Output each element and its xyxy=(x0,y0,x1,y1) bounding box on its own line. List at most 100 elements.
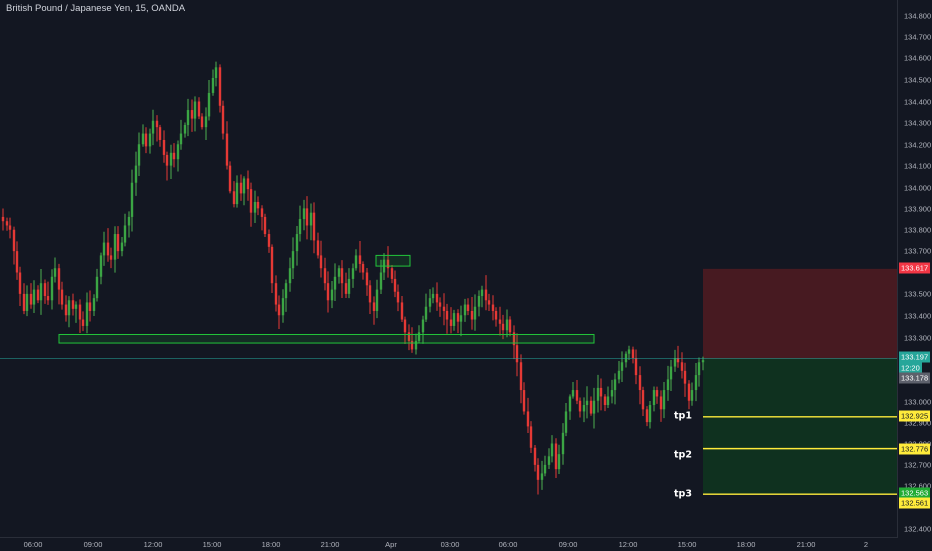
candle-body xyxy=(340,268,344,284)
candle-body xyxy=(239,182,243,194)
candle-body xyxy=(522,390,526,412)
candle-body xyxy=(606,396,610,406)
candlestick-chart[interactable] xyxy=(0,0,897,537)
candle-body xyxy=(71,300,75,309)
symbol-title: British Pound / Japanese Yen, 15, OANDA xyxy=(6,3,186,14)
countdown-label: 12:20 xyxy=(899,362,922,374)
candle-body xyxy=(214,67,218,78)
candle-body xyxy=(372,302,376,311)
candle-body xyxy=(225,133,229,166)
candle-body xyxy=(648,405,652,423)
candle-body xyxy=(260,208,264,217)
candle-body xyxy=(256,201,260,209)
candle-body xyxy=(697,362,701,376)
candle-body xyxy=(295,234,299,252)
time-tick: 2 xyxy=(863,540,869,549)
candle-body xyxy=(512,332,516,346)
time-tick: 21:00 xyxy=(796,540,816,549)
candle-body xyxy=(183,125,187,134)
candle-body xyxy=(414,340,418,350)
candle-body xyxy=(613,379,617,391)
candles xyxy=(1,61,705,495)
time-tick: 18:00 xyxy=(736,540,756,549)
candle-body xyxy=(151,120,155,134)
candle-body xyxy=(120,242,124,252)
price-tick: 132.700 xyxy=(904,460,932,470)
time-axis[interactable]: 06:00 09:00 12:00 15:00 18:00 21:00 Apr 03:00 06… xyxy=(0,537,897,551)
candle-body xyxy=(204,116,208,128)
candle-body xyxy=(491,304,495,311)
candle-body xyxy=(526,411,530,427)
candle-body xyxy=(627,349,631,354)
candle-body xyxy=(592,400,596,414)
time-tick: 09:00 xyxy=(83,540,103,549)
candle-body xyxy=(501,323,505,331)
candle-body xyxy=(81,319,85,326)
candle-body xyxy=(519,362,523,391)
price-tick: 133.900 xyxy=(904,204,932,214)
candle-body xyxy=(8,225,12,230)
price-tick: 133.000 xyxy=(904,397,932,407)
tp3-price-label: 132.563 xyxy=(899,487,931,499)
stop-price-label: 133.617 xyxy=(899,262,931,274)
candle-body xyxy=(571,390,575,397)
price-tick: 133.400 xyxy=(904,311,932,321)
candle-body xyxy=(428,298,432,307)
candle-body xyxy=(515,345,519,363)
candle-body xyxy=(550,443,554,457)
candle-body xyxy=(390,268,394,279)
candle-body xyxy=(473,306,477,320)
candle-body xyxy=(456,313,460,322)
price-axis[interactable]: 134.800 134.700 134.600 134.500 134.400 134.3… xyxy=(897,0,932,538)
candle-body xyxy=(29,293,33,305)
candle-body xyxy=(400,302,404,320)
candle-body xyxy=(505,319,509,331)
candle-body xyxy=(498,319,502,324)
candle-body xyxy=(221,105,225,134)
time-tick: 18:00 xyxy=(261,540,281,549)
price-tick: 133.300 xyxy=(904,333,932,343)
candle-body xyxy=(358,255,362,264)
candle-body xyxy=(344,283,348,294)
candle-body xyxy=(53,268,57,277)
candle-body xyxy=(386,259,390,269)
candle-body xyxy=(309,212,313,226)
candle-body xyxy=(326,283,330,301)
candle-body xyxy=(312,212,316,241)
candle-body xyxy=(25,293,29,311)
candle-body xyxy=(540,473,544,480)
time-tick: 09:00 xyxy=(558,540,578,549)
candle-body xyxy=(228,165,232,192)
time-tick: 12:00 xyxy=(143,540,163,549)
candle-body xyxy=(116,234,120,252)
candle-body xyxy=(690,390,694,401)
candle-body xyxy=(393,278,397,292)
candle-body xyxy=(599,387,603,397)
candle-body xyxy=(666,379,670,391)
candle-body xyxy=(403,319,407,333)
candle-body xyxy=(424,306,428,320)
tp1-price-label: 132.925 xyxy=(899,410,931,422)
candle-body xyxy=(379,272,383,290)
candle-body xyxy=(130,182,134,217)
candle-body xyxy=(102,242,106,256)
candle-body xyxy=(687,383,691,401)
candle-body xyxy=(561,432,565,455)
candle-body xyxy=(368,285,372,303)
candle-body xyxy=(106,242,110,256)
candle-body xyxy=(88,302,92,311)
candle-body xyxy=(218,67,222,106)
candle-body xyxy=(477,296,481,307)
candle-body xyxy=(669,366,673,380)
candle-body xyxy=(22,293,26,311)
price-tick: 134.300 xyxy=(904,118,932,128)
candle-body xyxy=(421,319,425,333)
price-tick: 134.600 xyxy=(904,53,932,63)
small-zone-box xyxy=(375,254,411,267)
candle-body xyxy=(536,464,540,480)
candle-body xyxy=(211,77,215,93)
candle-body xyxy=(410,340,414,350)
candle-body xyxy=(36,289,40,301)
price-tick: 134.100 xyxy=(904,161,932,171)
candle-body xyxy=(445,310,449,320)
